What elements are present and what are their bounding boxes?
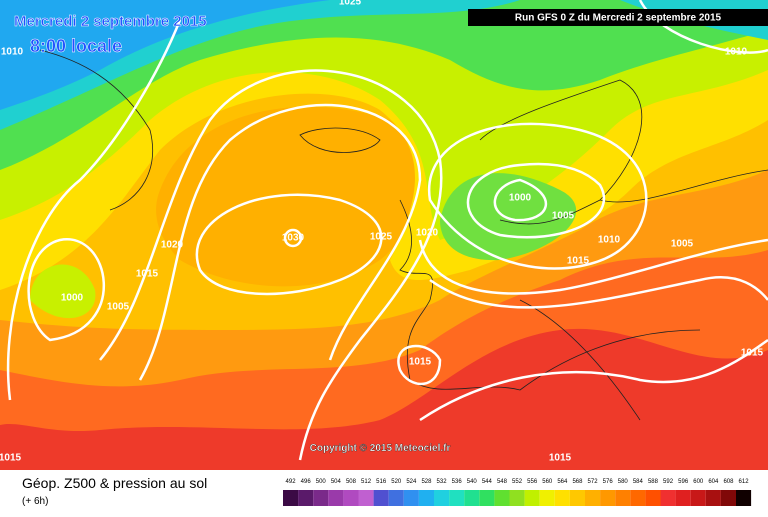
colorbar-swatch	[600, 490, 616, 506]
colorbar-swatch	[418, 490, 434, 506]
isobar-label: 1005	[671, 239, 694, 250]
colorbar-label: 584	[633, 479, 644, 485]
colorbar-swatch	[585, 490, 601, 506]
colorbar-label: 540	[467, 479, 478, 485]
isobar-label: 1015	[741, 348, 764, 359]
isobar-label: 1005	[107, 302, 130, 313]
colorbar-label: 576	[603, 479, 614, 485]
colorbar-label: 580	[618, 479, 629, 485]
coastlines	[39, 49, 768, 421]
colorbar-label: 588	[648, 479, 659, 485]
colorbar-label: 556	[527, 479, 538, 485]
colorbar-label: 568	[572, 479, 583, 485]
colorbar-label: 504	[331, 479, 342, 485]
isobar-label: 1005	[552, 211, 575, 222]
isobar-label: 1000	[509, 193, 532, 204]
legend-offset: (+ 6h)	[22, 496, 48, 507]
colorbar-swatch	[736, 490, 752, 506]
colorbar-label: 612	[739, 479, 750, 485]
colorbar-swatch	[283, 490, 299, 506]
colorbar-swatch	[298, 490, 314, 506]
colorbar-label: 544	[482, 479, 493, 485]
copyright: Copyright © 2015 Meteociel.fr	[310, 443, 451, 454]
colorbar-swatch	[373, 490, 389, 506]
colorbar-label: 560	[542, 479, 553, 485]
colorbar-swatch	[434, 490, 450, 506]
map-time: 8:00 locale	[30, 36, 122, 56]
colorbar-label: 524	[406, 479, 417, 485]
isobar-label: 1010	[725, 47, 748, 58]
colorbar-swatch	[539, 490, 555, 506]
colorbar-label: 508	[346, 479, 357, 485]
isobar-label: 1015	[0, 453, 22, 464]
colorbar-swatch	[569, 490, 585, 506]
isobars	[6, 0, 768, 461]
colorbar-swatch	[509, 490, 525, 506]
colorbar-swatch	[494, 490, 510, 506]
isobar-label: 1010	[1, 47, 24, 58]
colorbar-label: 520	[391, 479, 402, 485]
isobar-label: 1015	[567, 256, 590, 267]
isobar-label: 1015	[549, 453, 572, 464]
colorbar-label: 596	[678, 479, 689, 485]
colorbar-swatch	[464, 490, 480, 506]
isobar-label: 1030	[282, 233, 305, 244]
isobar-label: 1015	[136, 269, 159, 280]
colorbar-swatch	[645, 490, 661, 506]
colorbar-swatch	[630, 490, 646, 506]
isobar-label: 1010	[598, 235, 621, 246]
legend-title: Géop. Z500 & pression au sol	[22, 475, 207, 491]
field	[0, 0, 768, 470]
colorbar-label: 532	[437, 479, 448, 485]
run-box	[468, 9, 768, 26]
colorbar: 492 496 500 504 508 512 516 520 524 528 532 536 540 5…	[283, 479, 752, 506]
colorbar-swatch	[675, 490, 691, 506]
colorbar-swatch	[524, 490, 540, 506]
isobar-label: 1025	[339, 0, 362, 8]
map-title: Mercredi 2 septembre 2015	[14, 13, 207, 30]
colorbar-label: 528	[421, 479, 432, 485]
colorbar-swatch	[449, 490, 465, 506]
colorbar-swatch	[705, 490, 721, 506]
colorbar-label: 500	[316, 479, 327, 485]
colorbar-swatch	[690, 490, 706, 506]
isobar-label: 1015	[409, 357, 432, 368]
colorbar-label: 552	[512, 479, 523, 485]
colorbar-swatch	[615, 490, 631, 506]
colorbar-swatch	[660, 490, 676, 506]
colorbar-label: 512	[361, 479, 372, 485]
colorbar-label: 492	[286, 479, 297, 485]
colorbar-swatch	[403, 490, 419, 506]
colorbar-label: 564	[557, 479, 568, 485]
colorbar-swatch	[343, 490, 359, 506]
colorbar-swatch	[720, 490, 736, 506]
colorbar-swatch	[388, 490, 404, 506]
colorbar-label: 496	[301, 479, 312, 485]
colorbar-swatch	[313, 490, 329, 506]
colorbar-swatch	[554, 490, 570, 506]
colorbar-label: 600	[693, 479, 704, 485]
colorbar-label: 592	[663, 479, 674, 485]
isobar-label: 1020	[161, 240, 184, 251]
run-label: Run GFS 0 Z du Mercredi 2 septembre 2015	[515, 13, 722, 24]
colorbar-label: 536	[452, 479, 463, 485]
colorbar-label: 572	[588, 479, 599, 485]
colorbar-swatch	[358, 490, 374, 506]
colorbar-swatch	[328, 490, 344, 506]
colorbar-swatch	[479, 490, 495, 506]
colorbar-label: 516	[376, 479, 387, 485]
colorbar-label: 604	[708, 479, 719, 485]
isobar-label: 1025	[370, 232, 393, 243]
isobar-label: 1000	[61, 293, 84, 304]
colorbar-label: 608	[723, 479, 734, 485]
isobar-labels: 1010 1000 1005 1020 1015 1030 1025 1020 1000 1005…	[0, 0, 764, 464]
isobar-label: 1020	[416, 228, 439, 239]
colorbar-label: 548	[497, 479, 508, 485]
